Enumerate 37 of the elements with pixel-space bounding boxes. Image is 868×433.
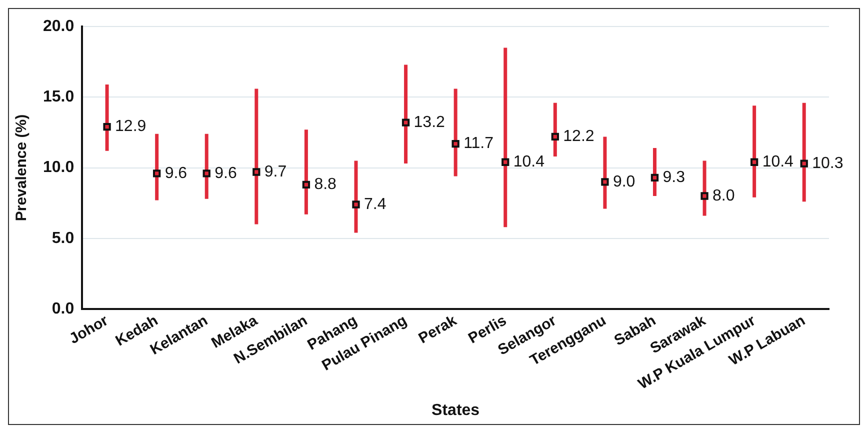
data-label: 7.4 xyxy=(364,196,386,213)
data-label: 12.2 xyxy=(563,128,594,146)
data-label: 13.2 xyxy=(414,114,446,132)
point xyxy=(800,160,808,168)
data-label: 11.7 xyxy=(464,135,494,152)
y-tick-label: 0.0 xyxy=(52,300,74,318)
point xyxy=(700,192,708,200)
data-label: 8.0 xyxy=(712,187,735,204)
y-tick-label: 10.0 xyxy=(43,159,74,176)
point xyxy=(153,170,161,178)
point xyxy=(252,168,260,176)
point xyxy=(452,140,460,148)
data-label: 10.4 xyxy=(513,154,545,171)
y-tick-label: 15.0 xyxy=(43,88,74,106)
point xyxy=(750,158,758,166)
y-tick-label: 20.0 xyxy=(43,18,74,36)
point xyxy=(202,170,210,178)
data-label: 12.9 xyxy=(115,118,146,136)
data-label: 9.6 xyxy=(164,164,188,182)
point xyxy=(103,123,111,131)
data-label: 9.6 xyxy=(214,164,237,182)
y-axis-title: Prevalence (%) xyxy=(13,114,30,222)
data-label: 9.0 xyxy=(612,173,636,190)
point xyxy=(502,158,510,166)
point xyxy=(352,200,360,208)
y-tick-label: 5.0 xyxy=(52,230,74,247)
data-label: 9.3 xyxy=(662,169,686,186)
point xyxy=(551,132,559,141)
point xyxy=(402,118,410,126)
x-axis-title: States xyxy=(432,402,480,419)
point xyxy=(302,180,310,189)
data-label: 10.4 xyxy=(762,154,794,171)
data-label: 10.3 xyxy=(812,154,844,172)
data-label: 8.8 xyxy=(314,176,337,194)
data-label: 9.7 xyxy=(264,163,287,180)
point xyxy=(601,178,609,186)
point xyxy=(650,174,659,182)
